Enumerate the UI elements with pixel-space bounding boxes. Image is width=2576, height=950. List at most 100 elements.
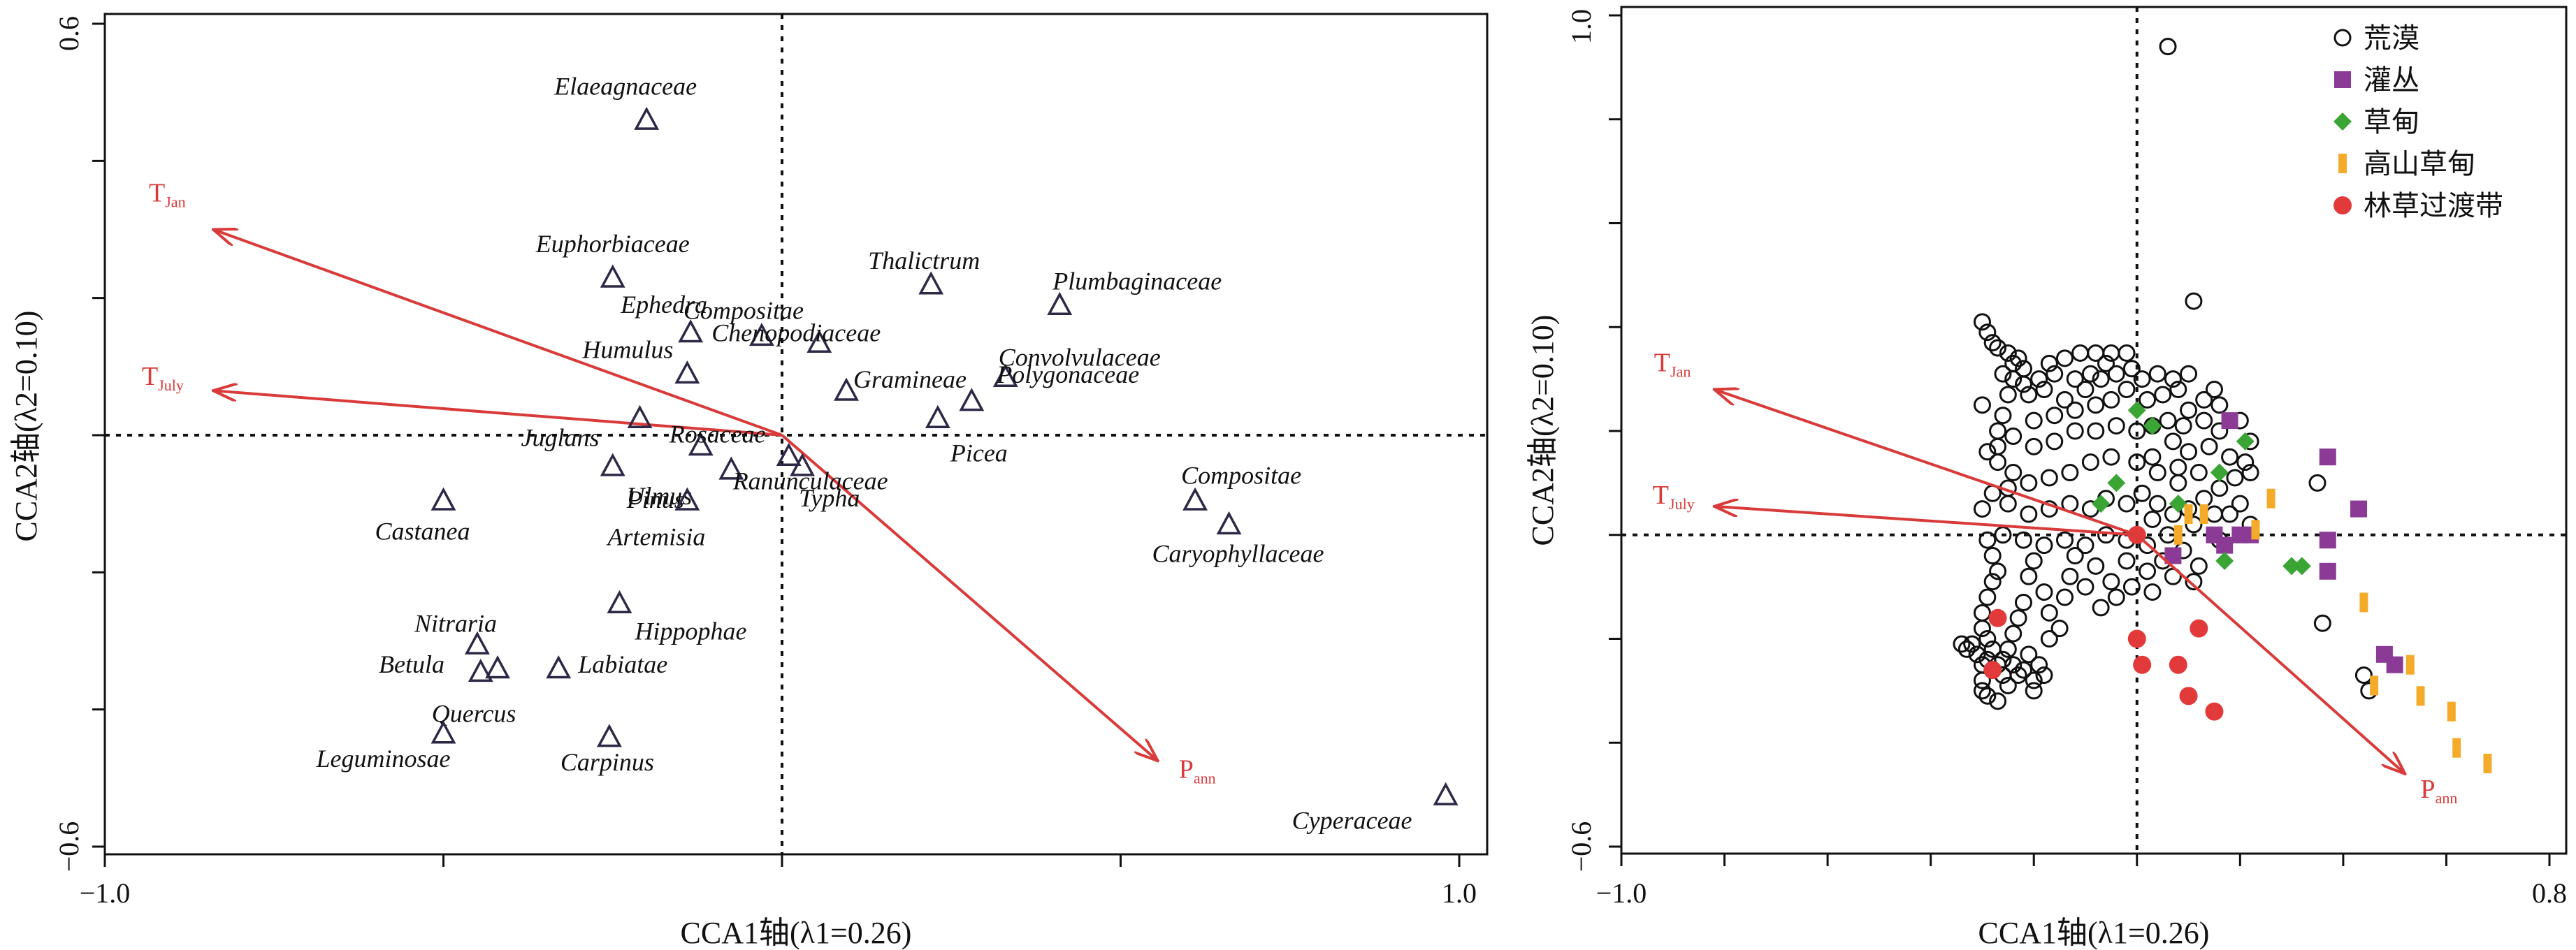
desert-point-marker — [2035, 536, 2053, 555]
meadow-point-marker — [2282, 557, 2301, 576]
meadow-point-marker — [2210, 463, 2229, 482]
desert-point-marker — [1989, 437, 2007, 455]
series-meadow — [2092, 401, 2311, 576]
desert-point-marker — [2180, 443, 2198, 461]
desert-point-marker — [1978, 588, 1997, 606]
taxon-label: Polygonaceae — [996, 360, 1139, 388]
desert-point-marker — [2061, 567, 2079, 585]
desert-point-marker — [2020, 567, 2038, 585]
taxon-label: Compositae — [683, 297, 804, 325]
taxon-triangle-marker — [959, 388, 985, 411]
desert-point-marker — [2014, 375, 2032, 393]
meadow-point-marker — [2169, 495, 2187, 513]
desert-point-marker — [2221, 448, 2239, 466]
desert-point-marker — [2014, 593, 2032, 611]
desert-point-marker — [2046, 365, 2064, 383]
taxon-label: Labiatae — [577, 650, 667, 678]
desert-point-marker — [1963, 635, 1981, 653]
ecotone-point-marker — [2190, 619, 2208, 638]
desert-point-marker — [2040, 469, 2058, 487]
desert-point-marker — [1983, 547, 2002, 564]
alpine-meadow-point-marker — [2483, 754, 2492, 773]
taxon-triangle-marker — [678, 319, 704, 343]
desert-point-marker — [2139, 390, 2157, 409]
legend-label-ecotone: 林草过渡带 — [2364, 190, 2503, 221]
desert-point-marker — [2004, 464, 2023, 481]
y-tick-max: 1.0 — [1565, 9, 1597, 44]
alpine-meadow-point-marker — [2370, 675, 2379, 696]
desert-point-marker — [2159, 38, 2177, 56]
desert-point-marker — [2210, 422, 2229, 440]
shrub-point-marker — [2319, 562, 2336, 580]
desert-point-marker — [2205, 505, 2223, 523]
taxon-label: Nitraria — [414, 609, 497, 637]
taxon-label: Caryophyllaceae — [1152, 540, 1324, 568]
desert-point-marker — [2308, 474, 2327, 492]
desert-point-marker — [2009, 609, 2027, 627]
shrub-point-marker — [2319, 532, 2336, 549]
desert-point-marker — [2087, 557, 2105, 575]
taxon-triangle-marker — [1433, 782, 1459, 805]
desert-point-marker — [1958, 640, 1976, 658]
desert-point-marker — [2004, 656, 2023, 674]
desert-point-marker — [2118, 344, 2136, 362]
taxon-label: Leguminosae — [316, 745, 451, 773]
desert-point-marker — [1994, 650, 2012, 668]
desert-point-marker — [2040, 604, 2058, 622]
desert-point-marker — [2180, 401, 2198, 419]
desert-point-marker — [2195, 411, 2213, 430]
desert-point-marker — [2128, 422, 2146, 440]
taxon-triangle-marker — [596, 724, 622, 747]
desert-point-marker — [2185, 292, 2203, 310]
desert-point-marker — [2164, 370, 2182, 388]
taxon-label: Ranunculaceae — [732, 467, 888, 495]
taxon-triangle-marker — [600, 264, 625, 288]
desert-point-marker — [2102, 448, 2120, 466]
desert-point-marker — [2159, 411, 2177, 430]
desert-point-marker — [2030, 370, 2048, 388]
desert-point-marker — [2046, 407, 2064, 425]
taxon-triangle-marker — [925, 404, 950, 428]
desert-point-marker — [2128, 453, 2146, 472]
desert-point-marker — [2025, 411, 2043, 430]
desert-point-marker — [2076, 381, 2094, 398]
desert-point-marker — [2122, 360, 2141, 378]
legend-swatch-desert — [2333, 29, 2352, 47]
taxon-label: Ulmus — [626, 482, 692, 510]
desert-point-marker — [2190, 464, 2208, 481]
taxa-ordination-panel: −1.0 1.0 0.6 −0.6 CCA1轴(λ1=0.26) CCA2轴(λ… — [9, 13, 1489, 950]
desert-point-marker — [2092, 599, 2110, 617]
desert-point-marker — [2133, 484, 2151, 502]
taxon-triangle-marker — [600, 453, 625, 476]
desert-point-marker — [1978, 443, 1997, 461]
desert-point-marker — [2055, 588, 2074, 606]
vector-arrow-t-july — [1714, 506, 2137, 536]
desert-point-marker — [2143, 510, 2162, 528]
x-tick-min: −1.0 — [80, 877, 131, 909]
alpine-meadow-point-marker — [2266, 488, 2275, 509]
alpine-meadow-point-marker — [2173, 525, 2183, 545]
desert-point-marker — [2169, 458, 2187, 476]
desert-point-marker — [2066, 401, 2084, 419]
meadow-point-marker — [2092, 495, 2111, 513]
meadow-point-marker — [2215, 551, 2234, 570]
ecotone-point-marker — [2205, 702, 2224, 721]
desert-point-marker — [2025, 437, 2043, 455]
desert-point-marker — [1999, 640, 2017, 658]
desert-point-marker — [1973, 500, 1991, 518]
y-tick-min: −0.6 — [53, 821, 85, 872]
desert-point-marker — [2066, 370, 2084, 388]
taxon-triangle-marker — [468, 658, 493, 682]
series-ecotone — [1983, 525, 2224, 721]
taxon-triangle-marker — [430, 720, 456, 744]
desert-point-marker — [2169, 381, 2187, 398]
vector-label: Pann — [1179, 754, 1216, 787]
legend-swatch-meadow — [2333, 112, 2352, 131]
vector-label: Pann — [2420, 775, 2457, 807]
desert-point-marker — [2004, 427, 2023, 445]
taxon-label: Compositae — [1181, 461, 1301, 489]
ecotone-point-marker — [1988, 608, 2007, 627]
desert-point-marker — [1978, 687, 1997, 705]
taxon-label: Juglans — [521, 423, 600, 451]
desert-point-marker — [2143, 583, 2162, 601]
